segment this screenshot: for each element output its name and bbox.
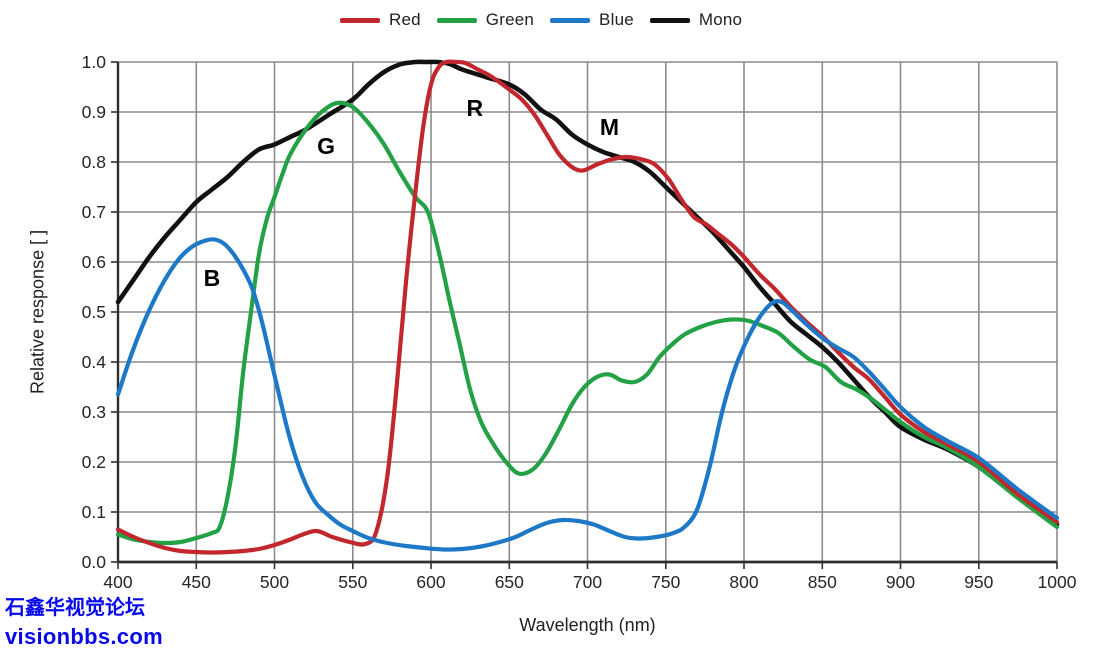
x-tick-label-700: 700 — [573, 572, 602, 592]
y-tick-label-0.7: 0.7 — [82, 202, 106, 222]
x-tick-label-400: 400 — [103, 572, 132, 592]
y-tick-label-0.8: 0.8 — [82, 152, 106, 172]
chart-legend: Red Green Blue Mono — [340, 10, 742, 30]
x-axis-title: Wavelength (nm) — [519, 615, 656, 635]
curve-label-M: M — [600, 114, 619, 140]
curve-label-B: B — [204, 265, 221, 291]
x-tick-label-750: 750 — [651, 572, 680, 592]
legend-item-green: Green — [436, 10, 535, 30]
x-tick-label-1000: 1000 — [1038, 572, 1077, 592]
y-tick-label-0.9: 0.9 — [82, 102, 106, 122]
legend-label-red: Red — [389, 10, 421, 29]
y-tick-label-0.6: 0.6 — [82, 252, 106, 272]
watermark: 石鑫华视觉论坛 visionbbs.com — [5, 598, 163, 648]
x-tick-label-900: 900 — [886, 572, 915, 592]
legend-label-mono: Mono — [698, 10, 743, 29]
x-tick-label-650: 650 — [495, 572, 524, 592]
x-tick-label-450: 450 — [182, 572, 211, 592]
series-mono-curve — [115, 59, 1060, 527]
legend-item-mono: Mono — [649, 10, 743, 30]
x-tick-label-950: 950 — [964, 572, 993, 592]
y-tick-label-0.1: 0.1 — [82, 502, 106, 522]
curve-label-G: G — [317, 133, 335, 159]
legend-item-red: Red — [340, 10, 421, 30]
x-tick-label-500: 500 — [260, 572, 289, 592]
series-blue-curve — [115, 237, 1060, 552]
y-tick-label-1.0: 1.0 — [82, 52, 107, 72]
y-tick-label-0.3: 0.3 — [82, 402, 106, 422]
x-tick-label-600: 600 — [416, 572, 445, 592]
legend-swatch-red — [340, 17, 380, 23]
y-tick-label-0.4: 0.4 — [82, 352, 107, 372]
legend-item-blue: Blue — [550, 10, 634, 30]
legend-swatch-mono — [649, 17, 690, 23]
x-tick-label-550: 550 — [338, 572, 367, 592]
legend-label-green: Green — [485, 10, 535, 29]
y-tick-label-0.2: 0.2 — [82, 452, 106, 472]
legend-swatch-blue — [550, 17, 591, 23]
watermark-line2: visionbbs.com — [5, 624, 163, 649]
x-tick-label-800: 800 — [729, 572, 758, 592]
legend-label-blue: Blue — [599, 10, 634, 29]
y-axis-title: Relative response [ ] — [27, 229, 48, 395]
legend-swatch-green — [436, 17, 477, 23]
x-tick-label-850: 850 — [808, 572, 837, 592]
y-tick-label-0.0: 0.0 — [82, 552, 107, 572]
curve-label-R: R — [466, 95, 483, 121]
watermark-line1: 石鑫华视觉论坛 — [5, 597, 145, 619]
series-green-curve — [115, 100, 1060, 546]
y-tick-label-0.5: 0.5 — [82, 302, 106, 322]
